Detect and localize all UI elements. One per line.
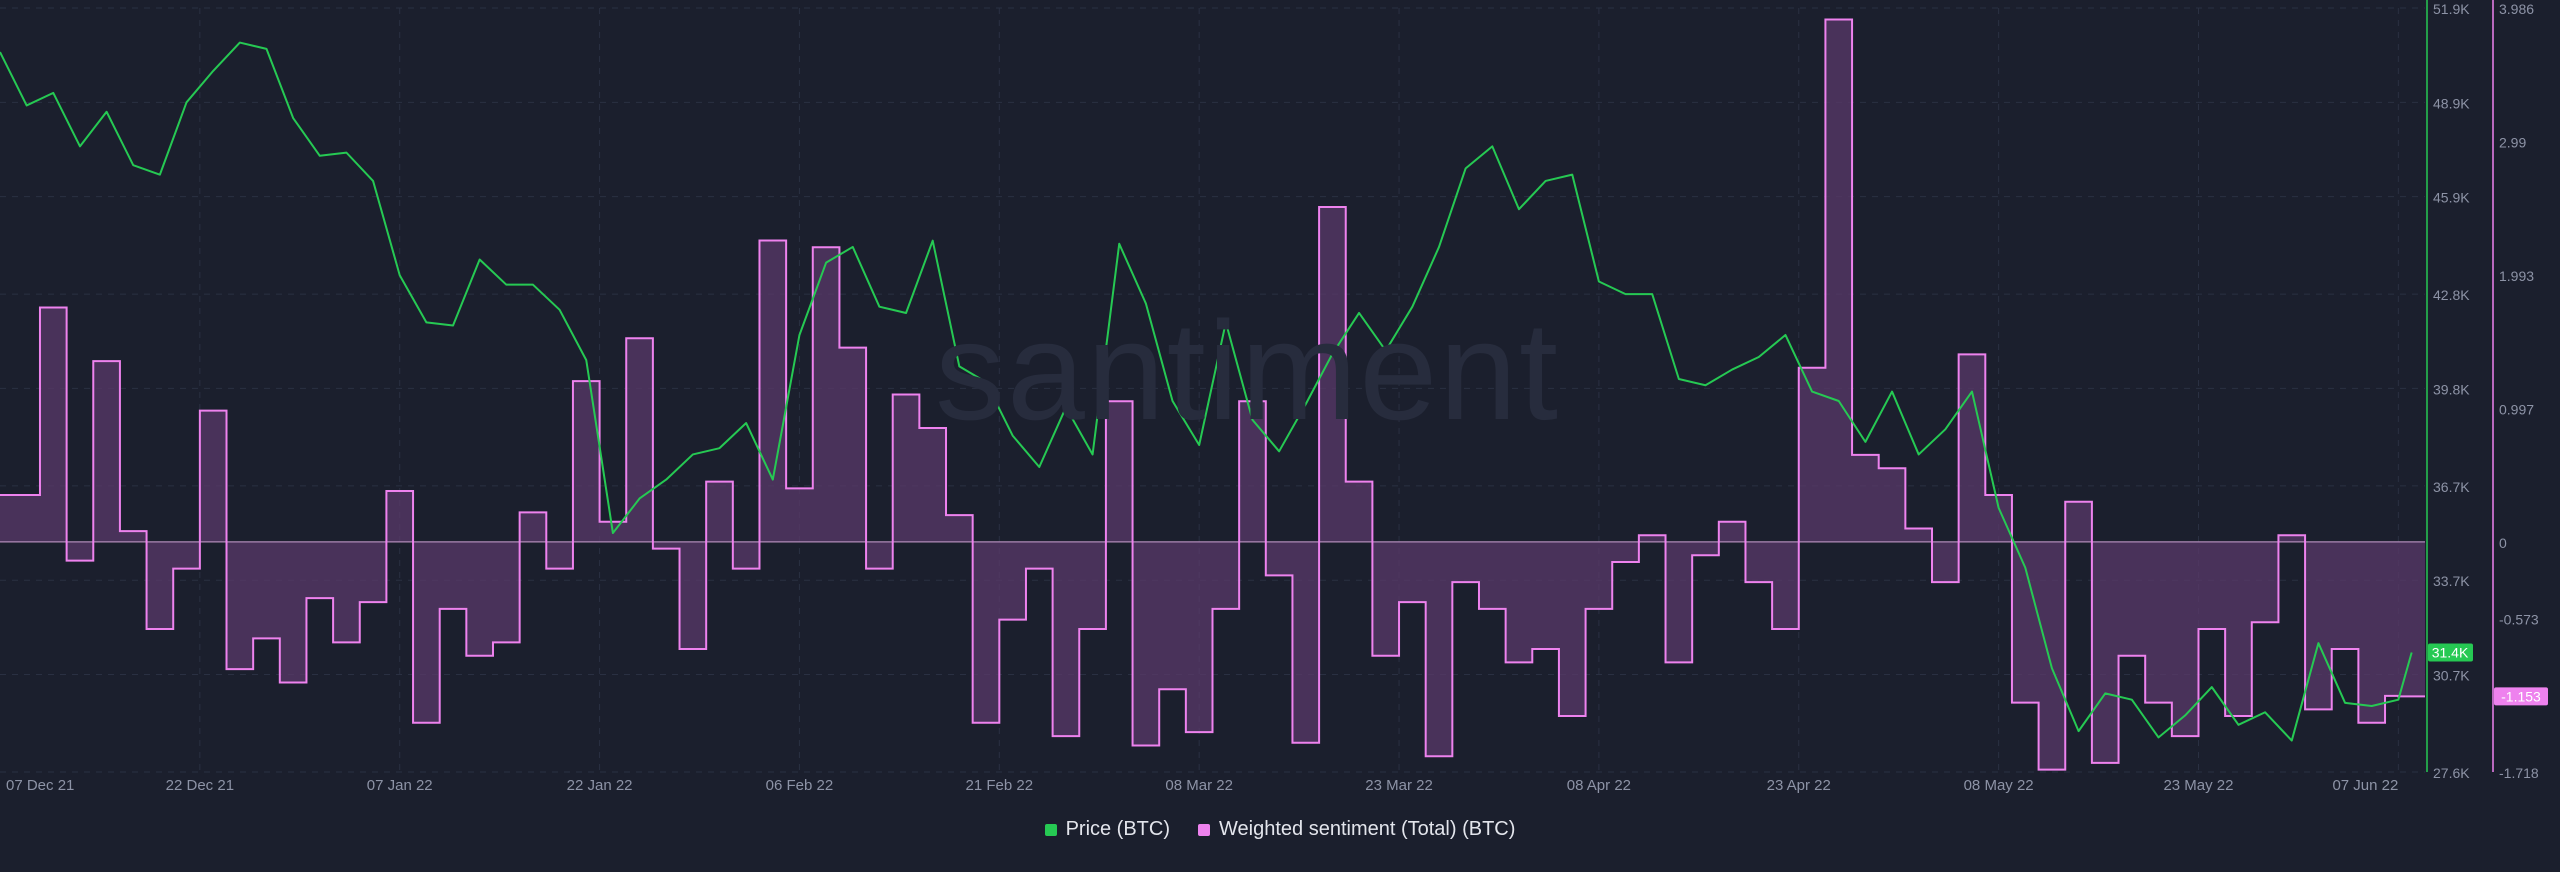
- sentiment-tick-label-3: 0.997: [2499, 401, 2534, 417]
- sentiment-tick-label-5: -0.573: [2499, 612, 2539, 628]
- legend-swatch-price: [1044, 823, 1057, 836]
- legend-label-sentiment: Weighted sentiment (Total) (BTC): [1219, 818, 1516, 840]
- sentiment-tick-label-0: 3.986: [2499, 1, 2534, 17]
- legend-item-sentiment[interactable]: Weighted sentiment (Total) (BTC): [1198, 818, 1515, 841]
- legend-item-price[interactable]: Price (BTC): [1044, 818, 1171, 841]
- price-layer: [0, 41, 2413, 742]
- sentiment-tick-label-6: -1.718: [2499, 765, 2539, 781]
- axis-layer: 51.9K 48.9K 45.9K 42.8K 39.8K 36.7K 33.7K 30.7K…: [6, 0, 2548, 794]
- watermark: santiment: [935, 292, 1560, 449]
- legend: Price (BTC) Weighted sentiment (Total) (…: [0, 818, 2560, 841]
- price-tick-label-6: 33.7K: [2433, 573, 2470, 589]
- price-tick-label-4: 39.8K: [2433, 381, 2470, 397]
- x-tick-label-0: 07 Dec 21: [6, 777, 74, 794]
- price-tick-label-2: 45.9K: [2433, 190, 2470, 206]
- sentiment-tick-label-2: 1.993: [2499, 268, 2534, 284]
- sentiment-current-label: -1.153: [2501, 688, 2541, 704]
- x-tick-label-10: 08 May 22: [1964, 777, 2034, 794]
- price-tick-label-0: 51.9K: [2433, 1, 2470, 17]
- x-tick-label-8: 08 Apr 22: [1567, 777, 1631, 794]
- x-tick-label-12: 07 Jun 22: [2332, 777, 2398, 794]
- x-tick-label-7: 23 Mar 22: [1365, 777, 1433, 794]
- x-tick-label-4: 06 Feb 22: [766, 777, 834, 794]
- legend-swatch-sentiment: [1198, 823, 1211, 836]
- x-tick-label-11: 23 May 22: [2163, 777, 2233, 794]
- price-tick-label-5: 36.7K: [2433, 479, 2470, 495]
- sentiment-tick-label-4: 0: [2499, 535, 2507, 551]
- sentiment-current-badge: [2494, 687, 2548, 706]
- legend-label-price: Price (BTC): [1065, 818, 1171, 840]
- price-current-label: 31.4K: [2432, 645, 2469, 661]
- sentiment-tick-label-1: 2.99: [2499, 134, 2526, 150]
- sentiment-line: [0, 18, 2425, 771]
- price-tick-label-8: 27.6K: [2433, 765, 2470, 781]
- sentiment-layer: [0, 18, 2425, 771]
- x-tick-label-6: 08 Mar 22: [1165, 777, 1233, 794]
- x-tick-label-3: 22 Jan 22: [567, 777, 633, 794]
- x-tick-label-1: 22 Dec 21: [166, 777, 234, 794]
- price-tick-label-3: 42.8K: [2433, 287, 2470, 303]
- price-tick-label-7: 30.7K: [2433, 668, 2470, 684]
- price-current-badge: [2428, 643, 2473, 662]
- x-tick-label-9: 23 Apr 22: [1767, 777, 1831, 794]
- x-tick-label-2: 07 Jan 22: [367, 777, 433, 794]
- price-tick-label-1: 48.9K: [2433, 95, 2470, 111]
- x-tick-label-5: 21 Feb 22: [966, 777, 1034, 794]
- price-line: [0, 41, 2413, 742]
